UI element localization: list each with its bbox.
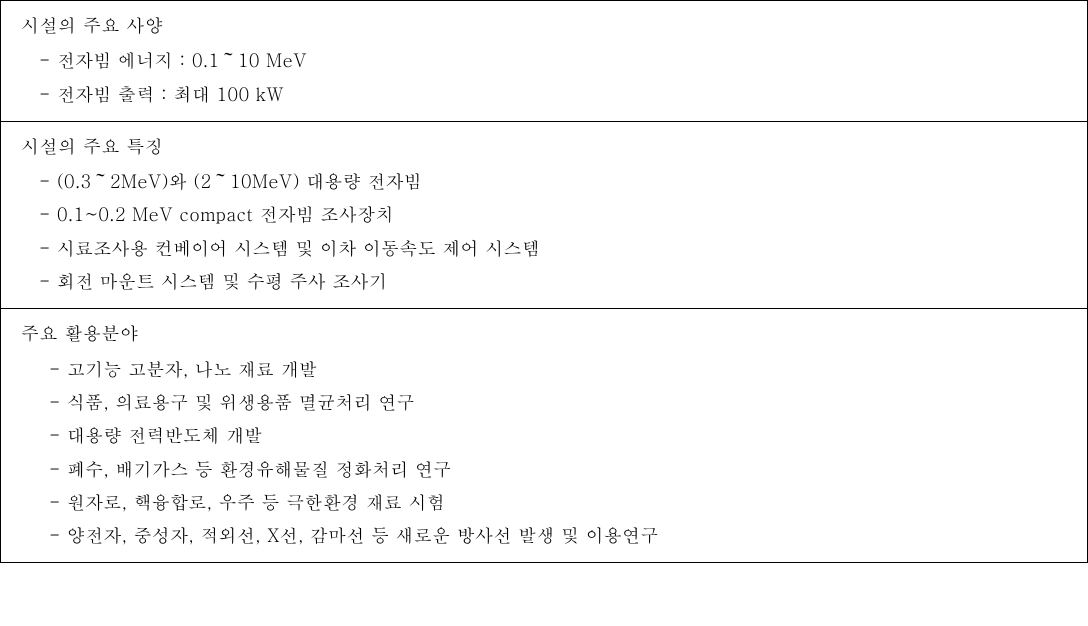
spec-item: - 전자빔 출력 : 최대 100 kW bbox=[21, 78, 1067, 111]
section-title: 주요 활용분야 bbox=[21, 317, 1067, 350]
application-item: - 식품, 의료용구 및 위생용품 멸균처리 연구 bbox=[21, 386, 1067, 419]
application-item: - 양전자, 중성자, 적외선, X선, 감마선 등 새로운 방사선 발생 및 … bbox=[21, 519, 1067, 552]
feature-item: - (0.3～2MeV)와 (2～10MeV) 대용량 전자빔 bbox=[21, 165, 1067, 198]
section-specifications: 시설의 주요 사양 - 전자빔 에너지 : 0.1～10 MeV - 전자빔 출… bbox=[0, 0, 1088, 121]
feature-item: - 시료조사용 컨베이어 시스템 및 이차 이동속도 제어 시스템 bbox=[21, 232, 1067, 265]
section-title: 시설의 주요 사양 bbox=[21, 9, 1067, 42]
application-item: - 고기능 고분자, 나노 재료 개발 bbox=[21, 353, 1067, 386]
spec-table: 시설의 주요 사양 - 전자빔 에너지 : 0.1～10 MeV - 전자빔 출… bbox=[0, 0, 1088, 563]
feature-item: - 회전 마운트 시스템 및 수평 주사 조사기 bbox=[21, 265, 1067, 298]
section-title: 시설의 주요 특징 bbox=[21, 130, 1067, 163]
spec-item: - 전자빔 에너지 : 0.1～10 MeV bbox=[21, 44, 1067, 77]
application-item: - 폐수, 배기가스 등 환경유해물질 정화처리 연구 bbox=[21, 453, 1067, 486]
application-item: - 원자로, 핵융합로, 우주 등 극한환경 재료 시험 bbox=[21, 486, 1067, 519]
application-item: - 대용량 전력반도체 개발 bbox=[21, 419, 1067, 452]
feature-item: - 0.1~0.2 MeV compact 전자빔 조사장치 bbox=[21, 198, 1067, 231]
section-applications: 주요 활용분야 - 고기능 고분자, 나노 재료 개발 - 식품, 의료용구 및… bbox=[0, 308, 1088, 563]
section-features: 시설의 주요 특징 - (0.3～2MeV)와 (2～10MeV) 대용량 전자… bbox=[0, 121, 1088, 308]
